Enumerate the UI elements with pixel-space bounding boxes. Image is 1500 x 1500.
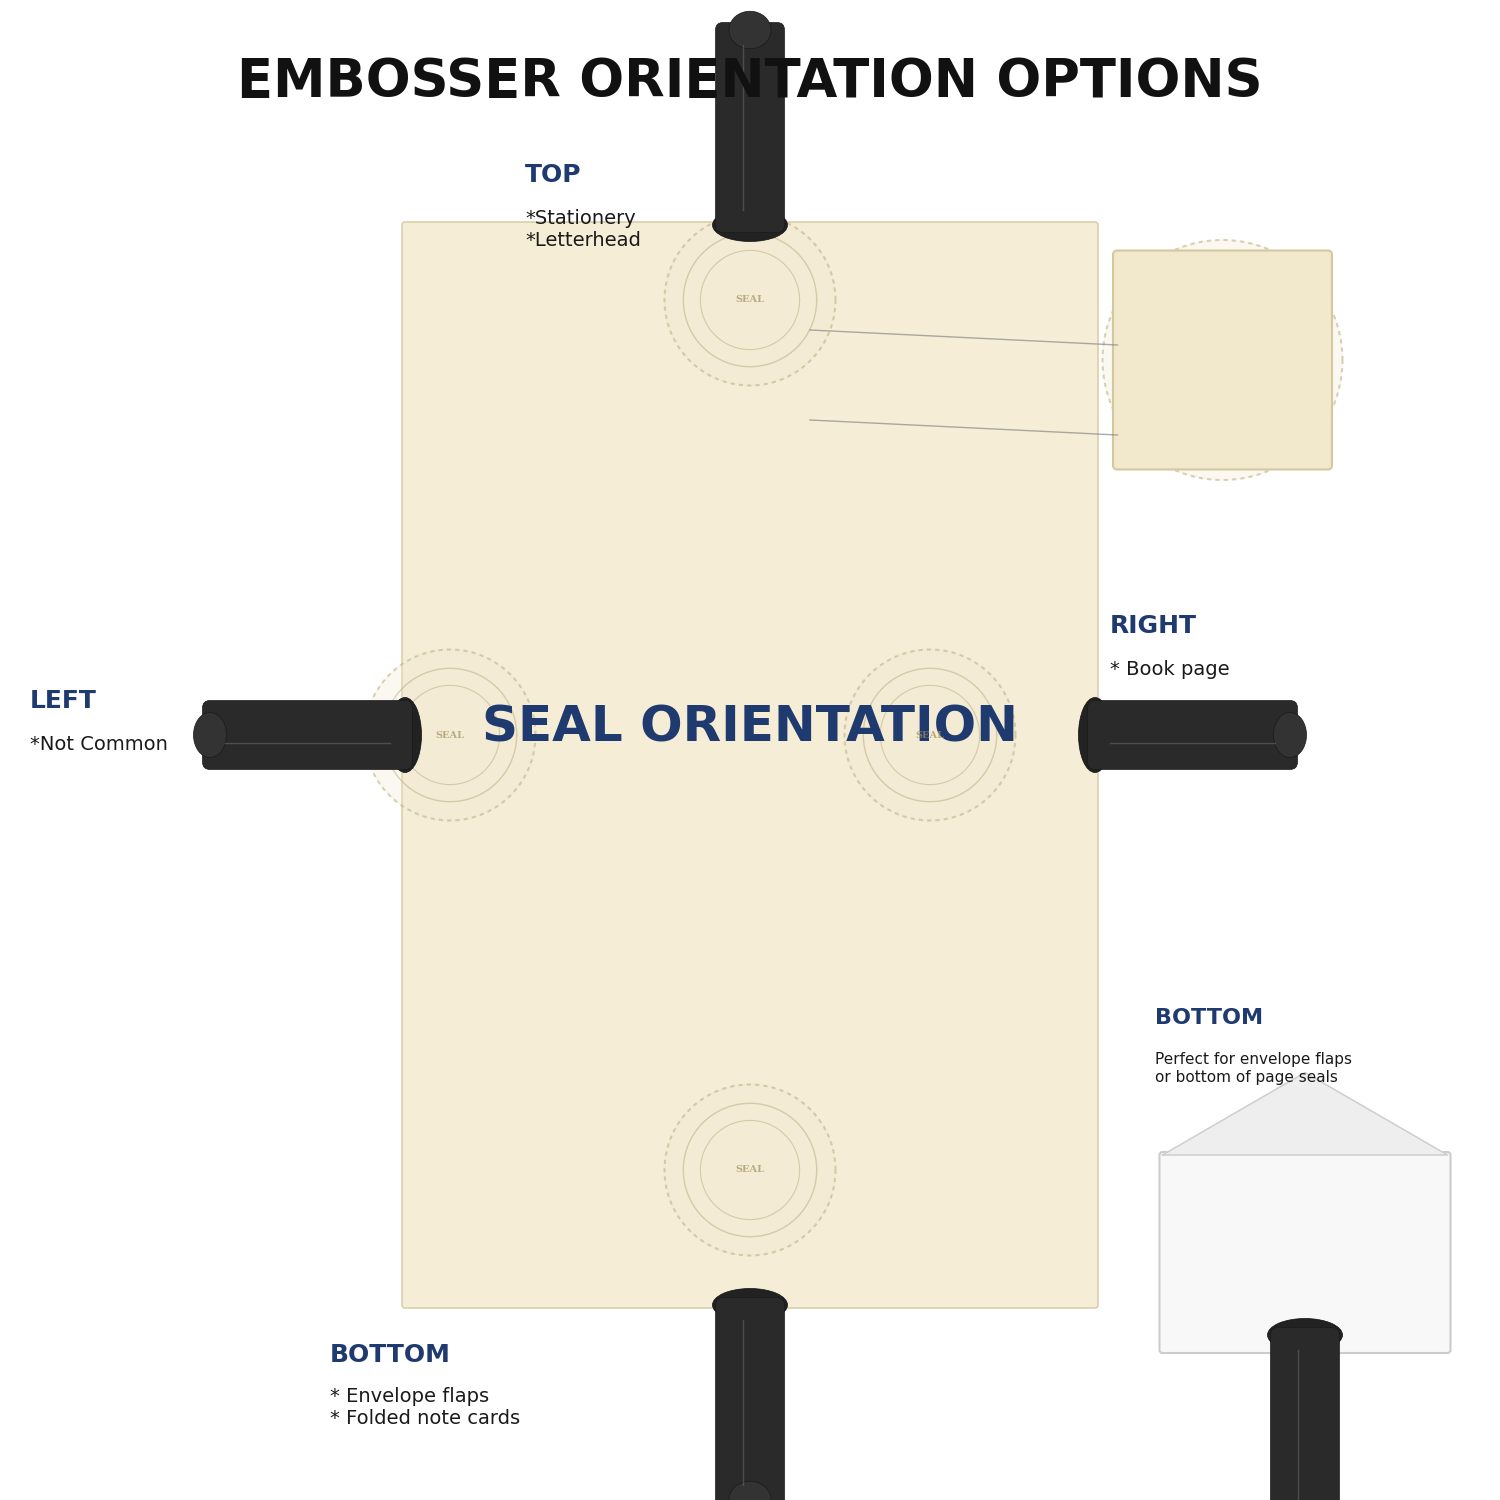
Circle shape: [844, 650, 1016, 820]
Text: SEAL ORIENTATION: SEAL ORIENTATION: [482, 704, 1019, 752]
Ellipse shape: [388, 698, 422, 772]
Circle shape: [1245, 1178, 1365, 1298]
FancyBboxPatch shape: [716, 22, 784, 233]
Text: TOP: TOP: [525, 164, 582, 188]
FancyBboxPatch shape: [402, 222, 1098, 1308]
Text: RIGHT: RIGHT: [1110, 614, 1197, 638]
Text: * Book page: * Book page: [1110, 638, 1230, 678]
Text: EMBOSSER ORIENTATION OPTIONS: EMBOSSER ORIENTATION OPTIONS: [237, 57, 1263, 108]
Polygon shape: [1162, 1072, 1448, 1155]
Circle shape: [364, 650, 536, 820]
Text: SEAL: SEAL: [735, 296, 765, 304]
Text: SEAL: SEAL: [735, 1166, 765, 1174]
Text: Perfect for envelope flaps
or bottom of page seals: Perfect for envelope flaps or bottom of …: [1155, 1035, 1352, 1084]
Ellipse shape: [194, 712, 226, 758]
FancyBboxPatch shape: [1113, 251, 1332, 470]
Text: * Envelope flaps
* Folded note cards: * Envelope flaps * Folded note cards: [330, 1388, 520, 1428]
FancyBboxPatch shape: [716, 1298, 784, 1500]
Text: SEAL: SEAL: [435, 730, 465, 740]
Ellipse shape: [1078, 698, 1112, 772]
Text: BOTTOM: BOTTOM: [1155, 1008, 1263, 1028]
Text: *Not Common: *Not Common: [30, 712, 168, 753]
Circle shape: [664, 214, 836, 386]
Text: *Stationery
*Letterhead: *Stationery *Letterhead: [525, 188, 640, 250]
Text: SEAL: SEAL: [1290, 1233, 1320, 1242]
FancyBboxPatch shape: [1088, 700, 1298, 770]
FancyBboxPatch shape: [1270, 1328, 1340, 1500]
Ellipse shape: [712, 209, 788, 242]
Text: BOTTOM: BOTTOM: [330, 1342, 452, 1366]
FancyBboxPatch shape: [1160, 1152, 1450, 1353]
Text: SEAL: SEAL: [1208, 356, 1237, 364]
Circle shape: [664, 1084, 836, 1256]
Ellipse shape: [729, 1482, 771, 1500]
Circle shape: [1102, 240, 1342, 480]
FancyBboxPatch shape: [202, 700, 412, 770]
Ellipse shape: [712, 1288, 788, 1322]
Ellipse shape: [729, 12, 771, 50]
Text: LEFT: LEFT: [30, 688, 98, 712]
Text: SEAL: SEAL: [915, 730, 945, 740]
Ellipse shape: [1268, 1318, 1342, 1352]
Ellipse shape: [1274, 712, 1306, 758]
